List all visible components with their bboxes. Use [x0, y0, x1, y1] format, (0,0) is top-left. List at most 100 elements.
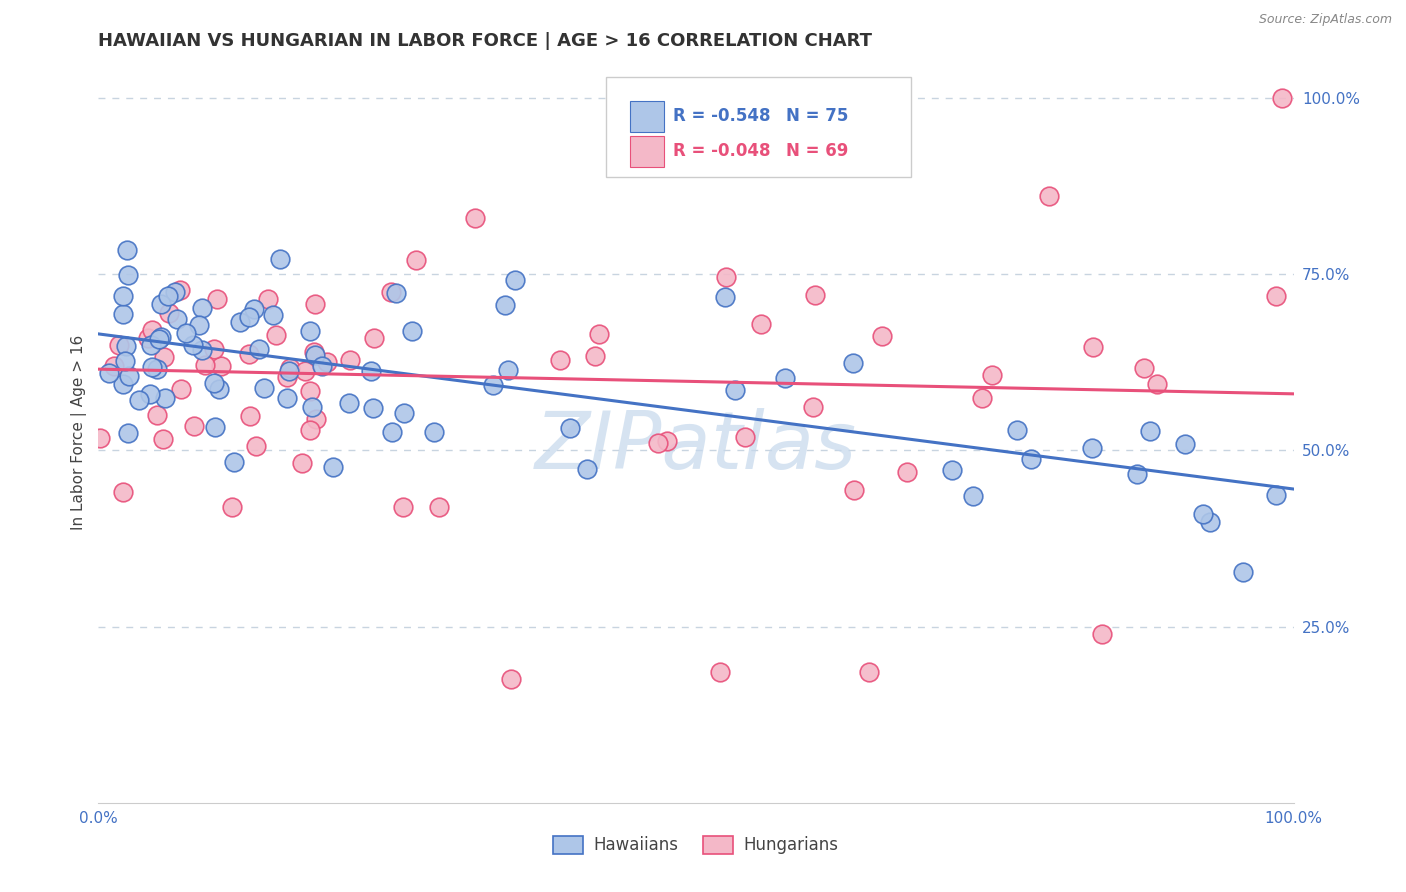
Point — [724, 383, 747, 397]
Point — [208, 382, 231, 396]
Point — [496, 363, 519, 377]
Point — [576, 462, 599, 476]
Point — [191, 343, 214, 358]
Point — [163, 285, 186, 299]
Point — [709, 665, 731, 680]
Point — [141, 359, 163, 374]
Point — [276, 392, 298, 406]
Point — [422, 425, 444, 439]
Point — [311, 359, 333, 373]
Point — [138, 331, 160, 345]
Point — [381, 425, 404, 439]
Y-axis label: In Labor Force | Age > 16: In Labor Force | Age > 16 — [72, 335, 87, 530]
Point — [714, 290, 737, 304]
Bar — [630, 136, 664, 167]
Point — [305, 412, 328, 426]
Point — [363, 331, 385, 345]
Point — [111, 289, 134, 303]
Point — [464, 211, 486, 225]
Text: N = 69: N = 69 — [786, 142, 848, 160]
Point — [304, 297, 326, 311]
Point — [401, 324, 423, 338]
Point — [204, 419, 226, 434]
Point — [245, 439, 267, 453]
Point — [269, 252, 291, 266]
Point — [194, 359, 217, 373]
Point — [98, 367, 121, 381]
Point — [276, 370, 298, 384]
Point — [89, 431, 111, 445]
Point — [117, 244, 139, 258]
Point — [148, 332, 170, 346]
Point — [114, 353, 136, 368]
Point — [238, 310, 260, 324]
Text: HAWAIIAN VS HUNGARIAN IN LABOR FORCE | AGE > 16 CORRELATION CHART: HAWAIIAN VS HUNGARIAN IN LABOR FORCE | A… — [98, 32, 872, 50]
Point — [1191, 507, 1213, 521]
Point — [647, 436, 669, 450]
Point — [1038, 189, 1060, 203]
Point — [205, 293, 228, 307]
Point — [202, 342, 225, 356]
Point — [1081, 441, 1104, 455]
Point — [221, 500, 243, 514]
Point — [304, 349, 326, 363]
Point — [112, 484, 135, 499]
Point — [103, 359, 125, 373]
Point — [222, 455, 245, 469]
Point — [149, 297, 172, 311]
Point — [111, 306, 134, 320]
Point — [118, 368, 141, 383]
Point — [157, 289, 180, 303]
Point — [183, 419, 205, 434]
Text: R = -0.048: R = -0.048 — [673, 142, 770, 160]
Legend: Hawaiians, Hungarians: Hawaiians, Hungarians — [547, 829, 845, 861]
Point — [150, 330, 173, 344]
Point — [277, 363, 299, 377]
Point — [247, 343, 270, 357]
Point — [159, 306, 181, 320]
Text: ZIPatlas: ZIPatlas — [534, 409, 858, 486]
Point — [588, 326, 610, 341]
Point — [361, 401, 384, 415]
Point — [146, 408, 169, 422]
Point — [146, 362, 169, 376]
Point — [896, 465, 918, 479]
Point — [291, 456, 314, 470]
Point — [238, 409, 260, 423]
Point — [262, 308, 284, 322]
Point — [1199, 515, 1222, 529]
Point — [155, 391, 177, 405]
Point — [1146, 377, 1168, 392]
Point — [256, 292, 278, 306]
Point — [962, 489, 984, 503]
Point — [714, 270, 737, 285]
Point — [941, 462, 963, 476]
Point — [503, 273, 526, 287]
Point — [803, 401, 825, 415]
Point — [264, 327, 287, 342]
Point — [322, 459, 344, 474]
Point — [301, 400, 323, 414]
Point — [153, 350, 176, 364]
Point — [188, 318, 211, 332]
Text: R = -0.548: R = -0.548 — [673, 107, 770, 125]
Point — [1271, 91, 1294, 105]
Point — [243, 301, 266, 316]
Point — [152, 432, 174, 446]
Point — [107, 337, 129, 351]
Point — [176, 326, 198, 340]
Point — [1264, 488, 1286, 502]
Point — [294, 364, 316, 378]
Point — [550, 353, 572, 368]
Point — [1019, 452, 1042, 467]
Point — [842, 483, 865, 497]
Point — [128, 392, 150, 407]
Point — [278, 360, 301, 375]
Point — [191, 301, 214, 316]
Point — [299, 423, 322, 437]
Point — [870, 329, 893, 343]
Point — [734, 430, 756, 444]
Point — [481, 378, 503, 392]
Point — [360, 364, 382, 378]
Point — [405, 253, 427, 268]
